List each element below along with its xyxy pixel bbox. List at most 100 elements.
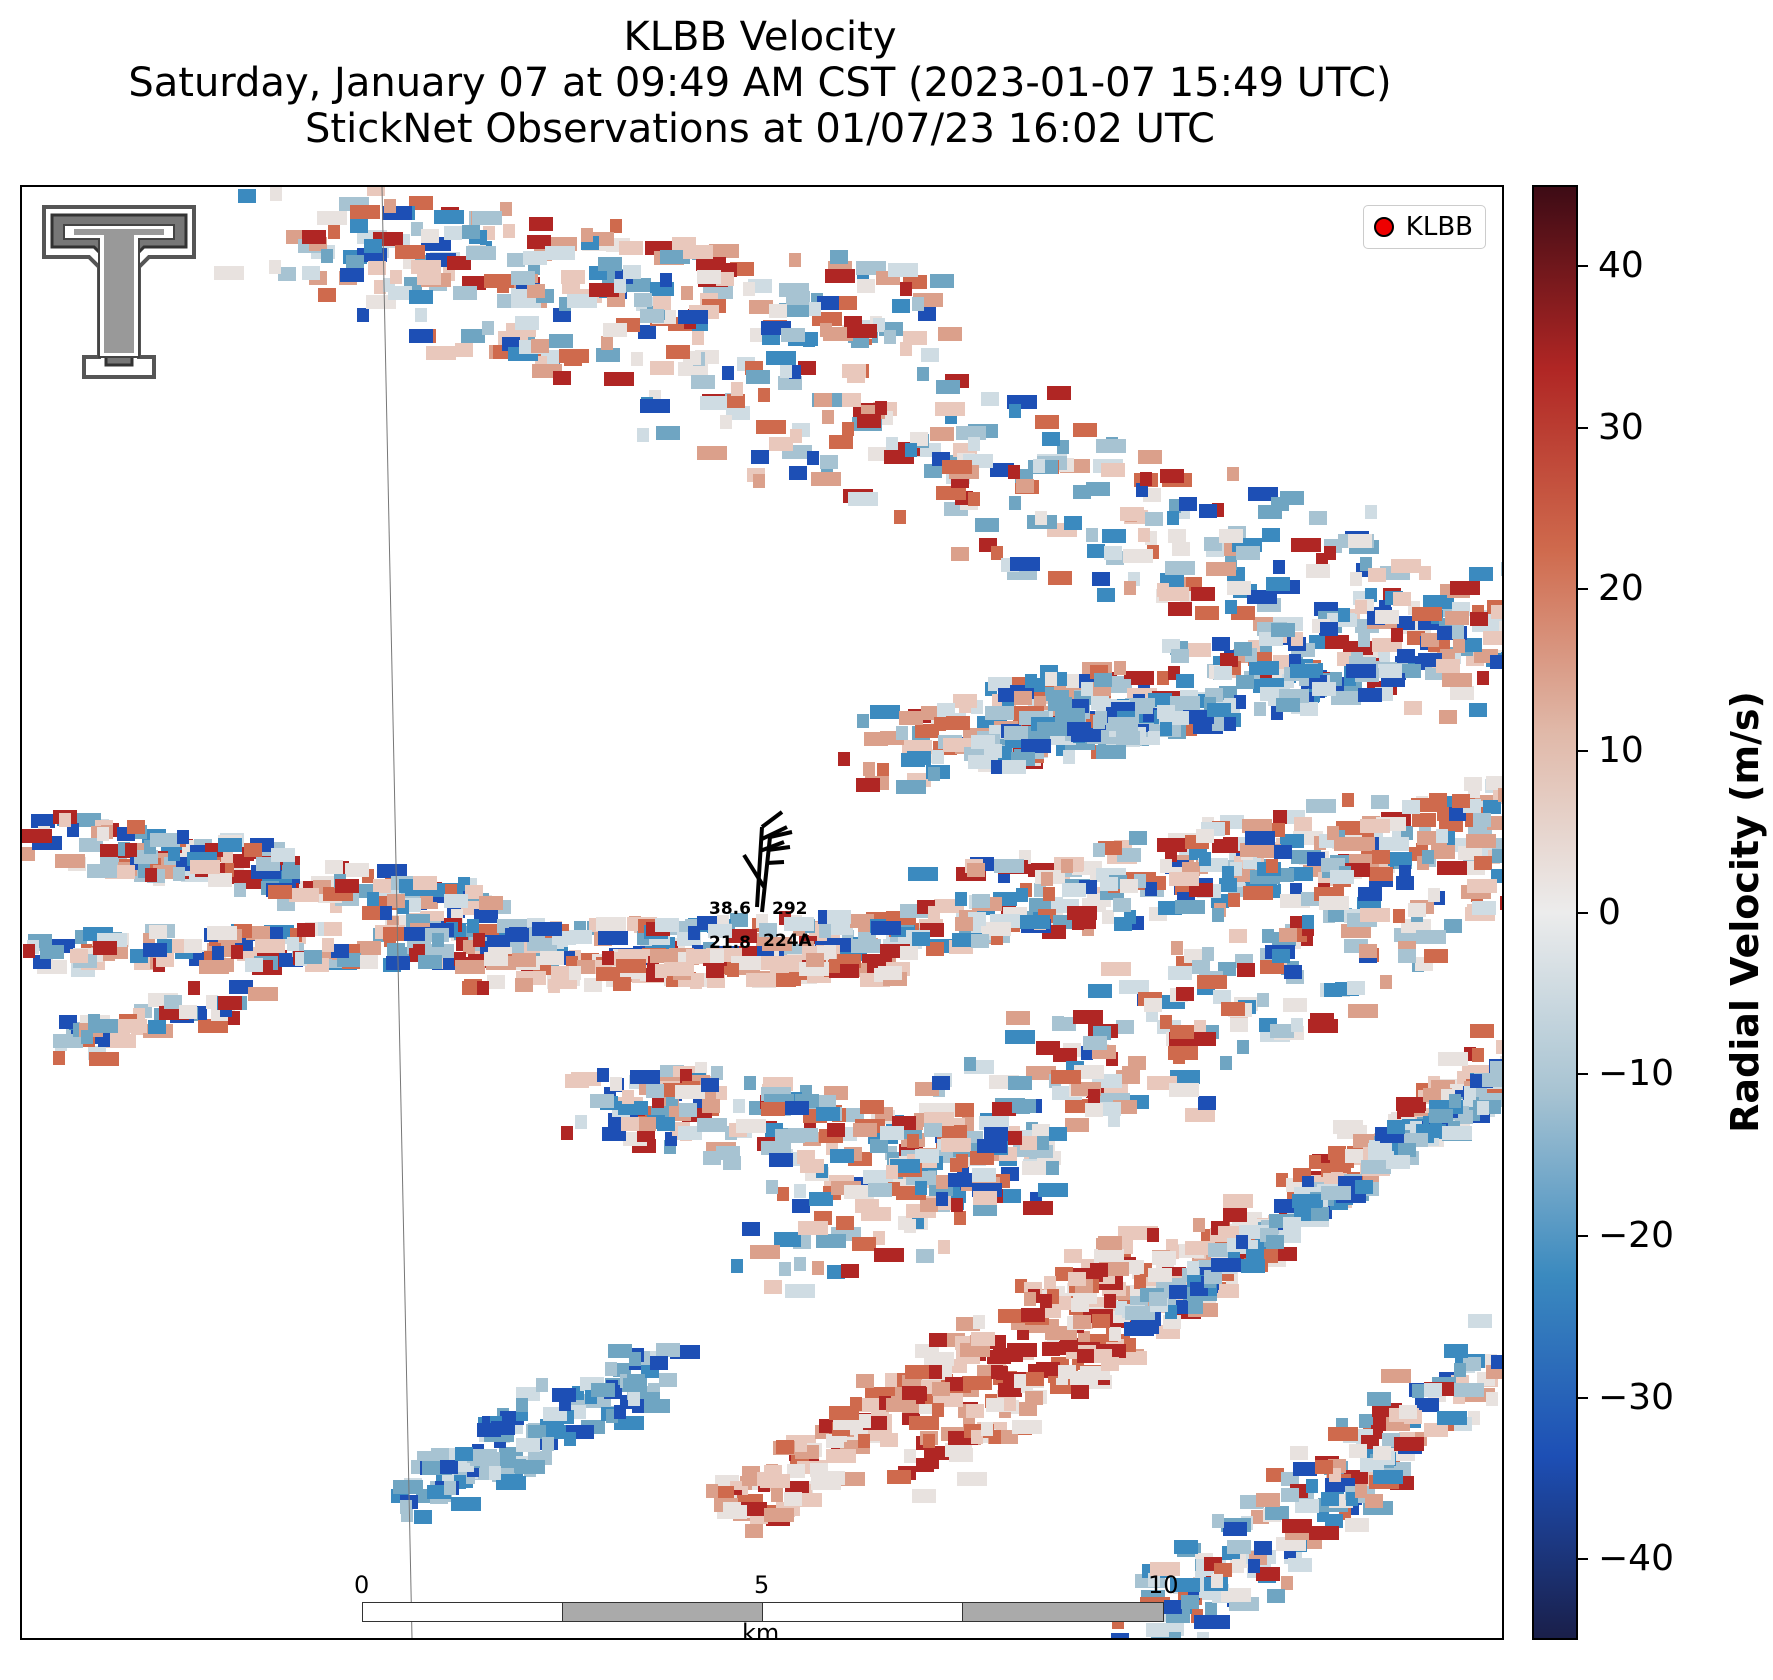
radar-bin — [798, 361, 816, 375]
radar-bin — [1101, 962, 1131, 976]
radar-bin — [650, 1356, 668, 1370]
radar-bin — [951, 547, 969, 561]
radar-bin — [789, 466, 807, 480]
radar-bin — [902, 740, 932, 754]
radar-bin — [528, 1425, 546, 1439]
radar-bin — [127, 820, 145, 834]
radar-bin — [900, 946, 918, 960]
radar-bin — [1020, 915, 1050, 929]
radar-bin — [706, 964, 724, 978]
radar-bin — [1086, 528, 1098, 542]
radar-bin — [1365, 505, 1377, 519]
radar-bin — [1021, 1308, 1045, 1322]
radar-bin — [905, 1365, 929, 1379]
radar-bin — [1104, 546, 1122, 560]
radar-bin — [1199, 504, 1217, 518]
radar-bin — [532, 922, 562, 936]
radar-bin — [324, 922, 342, 936]
radar-bin — [1145, 882, 1157, 896]
radar-bin — [1009, 404, 1021, 418]
radar-bin — [844, 1185, 874, 1199]
radar-bin — [289, 888, 319, 902]
radar-bin — [432, 933, 444, 947]
radar-bin — [936, 1192, 948, 1206]
radar-bin — [179, 1005, 197, 1019]
radar-bin — [880, 1433, 898, 1447]
radar-bin — [1114, 661, 1126, 675]
radar-bin — [731, 1259, 743, 1273]
radar-bin — [900, 282, 912, 296]
radar-bin — [1190, 1282, 1208, 1296]
radar-bin — [1290, 916, 1302, 930]
radar-bin — [1399, 1405, 1417, 1419]
radar-bin — [1262, 528, 1280, 542]
radar-bin — [701, 1078, 719, 1092]
radar-bin — [184, 939, 202, 953]
radar-bin — [820, 323, 832, 337]
radar-bin — [1468, 1314, 1492, 1328]
radar-bin — [208, 873, 232, 887]
radar-bin — [621, 1117, 639, 1131]
radar-bin — [937, 1125, 967, 1139]
radar-bin — [1029, 898, 1053, 912]
radar-bin — [781, 328, 805, 342]
radar-bin — [304, 950, 322, 964]
radar-bin — [1293, 1462, 1317, 1476]
radar-bin — [664, 962, 694, 976]
radar-bin — [874, 1248, 904, 1262]
radar-bin — [164, 995, 182, 1009]
radar-bin — [1179, 497, 1197, 511]
radar-bin — [1436, 829, 1448, 843]
radar-bin — [409, 290, 433, 304]
radar-bin — [795, 1438, 807, 1452]
radar-bin — [751, 450, 769, 464]
radar-bin — [830, 250, 848, 264]
radar-bin — [896, 780, 926, 794]
radar-bin — [484, 274, 514, 288]
radar-bin — [868, 1183, 892, 1197]
radar-bin — [908, 867, 938, 881]
radar-bin — [826, 1449, 856, 1463]
radar-bin — [31, 814, 55, 828]
radar-bin — [1096, 439, 1126, 453]
radar-bin — [1024, 1292, 1036, 1306]
radar-bin — [1104, 1294, 1116, 1308]
radar-bin — [1197, 975, 1227, 989]
scale-unit: km — [742, 1619, 780, 1640]
radar-bin — [1412, 607, 1442, 621]
radar-bin — [1107, 679, 1131, 693]
radar-bin — [417, 271, 441, 285]
radar-bin — [631, 352, 643, 366]
radar-bin — [414, 1510, 432, 1524]
radar-bin — [1168, 529, 1186, 543]
radar-bin — [1386, 1155, 1410, 1169]
radar-bin — [1439, 818, 1463, 832]
radar-bin — [816, 1234, 846, 1248]
radar-bin — [809, 302, 821, 316]
radar-bin — [328, 225, 340, 239]
radar-bin — [1327, 826, 1339, 840]
radar-bin — [1138, 450, 1162, 464]
radar-map: 38.6 292 21.8 224A KLBB 0 5 10 km — [20, 185, 1504, 1640]
radar-bin — [1312, 682, 1336, 696]
radar-bin — [856, 778, 880, 792]
radar-bin — [1220, 653, 1238, 667]
radar-bin — [1272, 949, 1290, 963]
colorbar-tick-label: 30 — [1598, 406, 1644, 448]
radar-bin — [1198, 1096, 1216, 1110]
radar-bin — [975, 518, 999, 532]
radar-bin — [744, 1076, 756, 1090]
radar-bin — [666, 345, 690, 359]
radar-bin — [81, 1030, 93, 1044]
radar-bin — [871, 921, 901, 935]
radar-bin — [269, 260, 281, 274]
radar-bin — [1168, 602, 1192, 616]
radar-bin — [357, 308, 369, 322]
radar-bin — [321, 249, 333, 263]
radar-bin — [761, 1102, 785, 1116]
radar-bin — [1087, 544, 1105, 558]
radar-bin — [318, 288, 336, 302]
radar-bin — [1093, 843, 1105, 857]
radar-bin — [1037, 1136, 1049, 1150]
radar-bin — [597, 1068, 609, 1082]
